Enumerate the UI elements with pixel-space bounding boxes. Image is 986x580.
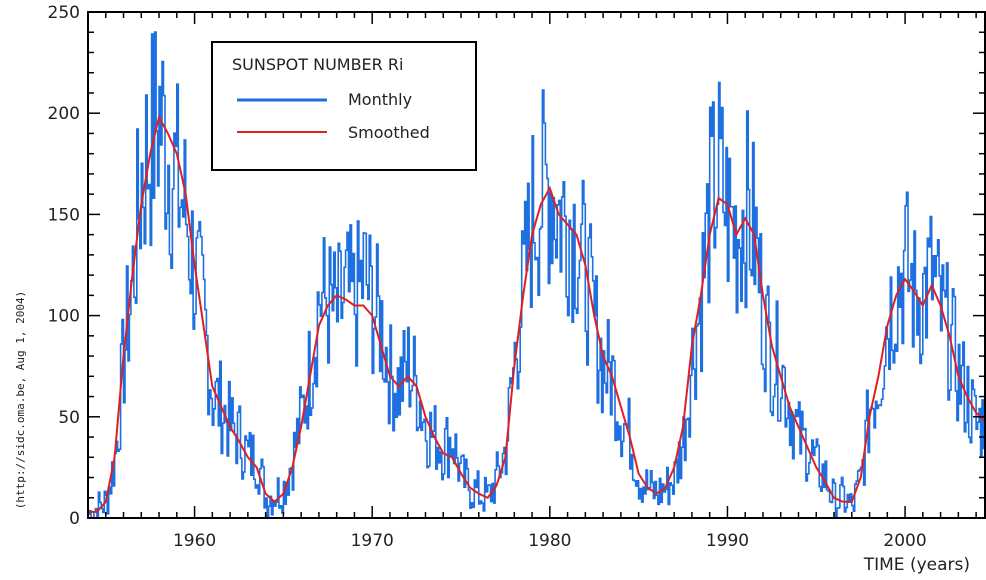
legend-title: SUNSPOT NUMBER Ri	[232, 55, 403, 74]
y-tick-label: 100	[48, 307, 80, 327]
y-tick-label: 150	[48, 205, 80, 225]
x-tick-label: 2000	[883, 531, 926, 551]
x-tick-label: 1980	[528, 531, 571, 551]
axes	[87, 11, 986, 519]
legend: SUNSPOT NUMBER Ri Monthly Smoothed	[211, 41, 477, 171]
x-tick-label: 1990	[706, 531, 749, 551]
x-axis-title: TIME (years)	[863, 555, 970, 575]
x-tick-label: 1970	[351, 531, 394, 551]
y-tick-label: 0	[69, 509, 80, 529]
y-tick-label: 250	[48, 3, 80, 23]
x-tick-label: 1960	[173, 531, 216, 551]
ticks: 0 50 100 150 200 250 1960 1970 1980 1990 2000	[48, 3, 985, 551]
y-tick-label: 200	[48, 104, 80, 124]
y-tick-label: 50	[58, 408, 80, 428]
series-smoothed	[88, 114, 986, 513]
legend-box	[211, 41, 477, 171]
legend-label-smoothed: Smoothed	[348, 123, 430, 142]
legend-label-monthly: Monthly	[348, 90, 412, 109]
series-line-smoothed	[88, 114, 986, 513]
plot-frame	[87, 11, 986, 519]
source-note: (http://sidc.oma.be, Aug 1, 2004)	[14, 291, 27, 510]
